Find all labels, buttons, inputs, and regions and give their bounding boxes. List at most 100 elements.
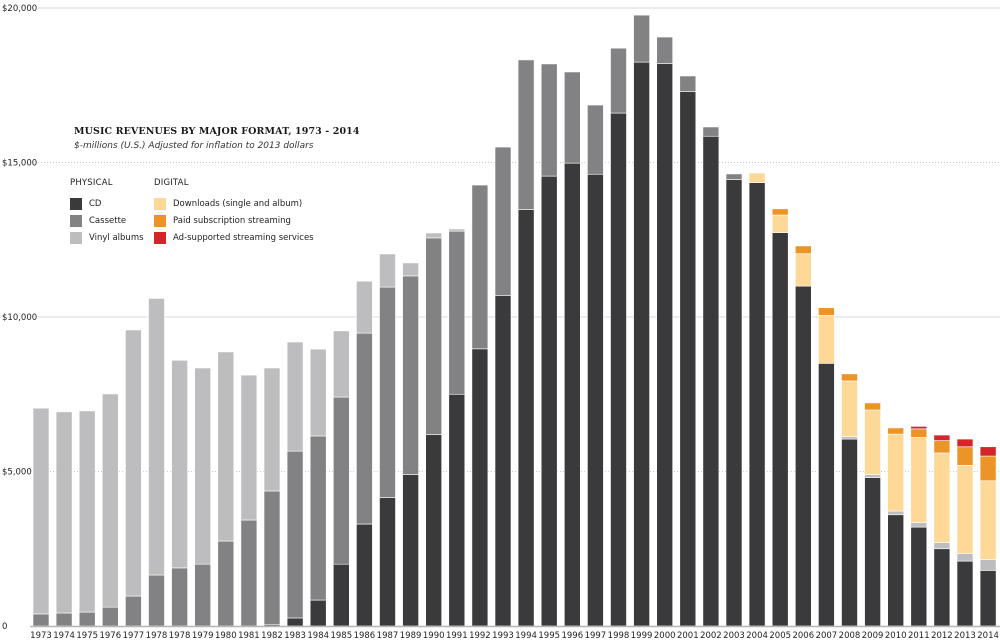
- bar-segment-vinyl: [864, 474, 881, 478]
- bar-segment-downloads: [933, 452, 951, 543]
- bar-segment-vinyl: [933, 542, 951, 550]
- legend-swatch-paid-streaming: [154, 214, 166, 227]
- x-tick-label: 1980: [215, 631, 237, 641]
- bars: [32, 14, 997, 627]
- bar-segment-cassette: [494, 146, 512, 296]
- bar-stack: [425, 232, 443, 627]
- x-tick-label: 1978: [169, 631, 191, 641]
- bar-segment-vinyl: [102, 393, 119, 608]
- x-tick-label: 1976: [99, 631, 121, 641]
- bar-stack: [55, 411, 73, 627]
- bar-segment-cassette: [102, 606, 119, 627]
- legend-item-paid-streaming: Paid subscription streaming: [154, 214, 354, 227]
- legend-group-digital: DIGITAL Downloads (single and album) Pai…: [154, 178, 354, 248]
- bar-stack: [979, 446, 997, 627]
- bar-segment-cassette: [540, 63, 558, 177]
- x-tick-label: 1989: [400, 631, 422, 641]
- x-tick-label: 2002: [700, 631, 722, 641]
- x-tick-label: 2005: [769, 631, 791, 641]
- bar-segment-ad: [933, 434, 951, 441]
- bar-segment-cd: [679, 91, 697, 627]
- x-tick-label: 2013: [954, 631, 976, 641]
- x-tick-label: 1982: [261, 631, 283, 641]
- x-tick-label: 1979: [192, 631, 214, 641]
- bar-segment-vinyl: [979, 559, 997, 571]
- bar-stack: [933, 434, 951, 627]
- bar-segment-vinyl: [171, 359, 188, 569]
- bar-segment-vinyl: [286, 341, 304, 452]
- bar-stack: [540, 63, 558, 627]
- x-tick-label: 1994: [515, 631, 537, 641]
- bar-segment-downloads: [841, 380, 858, 437]
- bar-segment-downloads: [910, 437, 928, 523]
- bar-stack: [887, 427, 905, 627]
- bar-stack: [702, 126, 720, 627]
- bar-segment-paid: [771, 208, 789, 216]
- bar-segment-vinyl: [309, 348, 327, 437]
- bar-segment-cassette: [171, 567, 188, 627]
- bar-segment-paid: [979, 455, 997, 482]
- x-tick-label: 2001: [677, 631, 699, 641]
- legend-swatch-cassette: [70, 214, 82, 227]
- bar-stack: [563, 71, 581, 627]
- legend-label: Cassette: [89, 215, 127, 226]
- x-tick-label: 2009: [862, 631, 884, 641]
- legend-item-ad-streaming: Ad-supported streaming services: [154, 231, 354, 244]
- bar-segment-paid: [887, 427, 905, 435]
- legend-label: Paid subscription streaming: [173, 215, 291, 226]
- bar-segment-ad: [910, 426, 928, 430]
- bar-segment-downloads: [864, 409, 881, 475]
- bar-segment-cd: [587, 173, 604, 627]
- bar-stack: [448, 228, 466, 627]
- legend-label: Downloads (single and album): [173, 198, 303, 209]
- bar-segment-downloads: [748, 172, 766, 183]
- bar-segment-vinyl: [55, 411, 73, 614]
- bar-stack: [910, 426, 928, 627]
- bar-segment-vinyl: [402, 262, 419, 277]
- bar-segment-cassette: [725, 173, 743, 180]
- bar-segment-cassette: [471, 184, 489, 350]
- x-tick-label: 1998: [608, 631, 630, 641]
- bar-stack: [841, 373, 858, 627]
- bar-segment-cassette: [587, 104, 604, 175]
- bar-segment-paid: [956, 446, 974, 466]
- bar-segment-cd: [332, 563, 350, 627]
- bar-stack: [517, 59, 535, 627]
- bar-segment-paid: [933, 440, 951, 454]
- y-tick-label: 0: [2, 622, 7, 632]
- x-tick-label: 1978: [146, 631, 168, 641]
- x-tick-label: 2008: [839, 631, 861, 641]
- x-tick-label: 2006: [792, 631, 814, 641]
- bar-segment-ad: [979, 446, 997, 457]
- bar-segment-cd: [517, 209, 535, 627]
- bar-segment-cassette: [78, 611, 96, 627]
- x-tick-label: 2012: [931, 631, 953, 641]
- legend-label: Vinyl albums: [89, 232, 144, 243]
- bar-segment-cassette: [656, 36, 674, 64]
- bar-stack: [471, 184, 489, 627]
- bar-segment-downloads: [818, 315, 835, 364]
- bar-segment-cassette: [148, 574, 165, 627]
- bar-segment-cd: [933, 548, 951, 627]
- bar-segment-cassette: [332, 396, 350, 565]
- bar-segment-cd: [402, 474, 419, 627]
- y-tick-label: $20,000: [2, 4, 37, 14]
- legend-group-physical: PHYSICAL CD Cassette Vinyl albums: [70, 178, 150, 248]
- bar-stack: [771, 208, 789, 627]
- bar-segment-vinyl: [379, 253, 396, 288]
- bar-stack: [725, 173, 743, 627]
- bar-stack: [309, 348, 327, 627]
- bar-stack: [956, 438, 974, 627]
- bar-segment-cd: [656, 63, 674, 627]
- x-tick-label: 1981: [238, 631, 260, 641]
- bar-segment-vinyl: [332, 330, 350, 398]
- bar-stack: [379, 253, 396, 627]
- bar-segment-cd: [494, 295, 512, 627]
- x-tick-label: 1990: [423, 631, 445, 641]
- bar-segment-cassette: [217, 540, 235, 627]
- bar-segment-paid: [864, 402, 881, 411]
- x-tick-label: 1974: [53, 631, 75, 641]
- bar-segment-cd: [309, 599, 327, 627]
- bar-segment-cd: [841, 438, 858, 627]
- bar-segment-cassette: [356, 332, 373, 525]
